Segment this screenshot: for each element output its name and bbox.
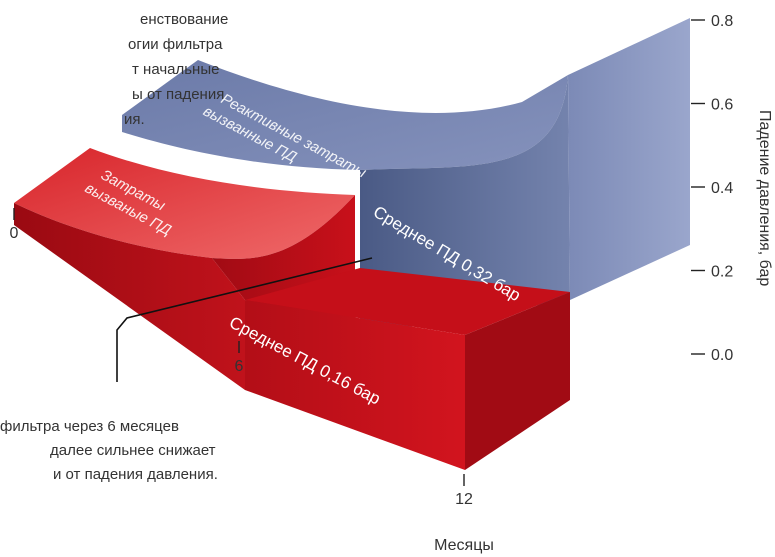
blue-area-front-face <box>360 75 570 335</box>
blue-area-back-wall <box>568 18 690 300</box>
annotation-top: енствование огии фильтра т начальные ы о… <box>124 11 232 128</box>
y-tick-label-2: 0.4 <box>711 180 733 197</box>
y-axis: 0.0 0.2 0.4 0.6 0.8 Падение давления, бар <box>691 13 773 364</box>
callout-leader-line <box>116 257 373 382</box>
red-area-left-face <box>14 203 245 390</box>
y-tick-label-4: 0.8 <box>711 13 733 30</box>
x-tick-label-1: 6 <box>235 358 244 375</box>
x-axis-title: Месяцы <box>434 537 494 554</box>
x-axis: 0 6 12 Месяцы <box>10 208 494 554</box>
red-area-second-top <box>245 268 570 335</box>
annotation-bottom: фильтра через 6 месяцев далее сильнее сн… <box>0 418 220 483</box>
y-axis-title: Падение давления, бар <box>756 110 773 286</box>
y-tick-label-0: 0.0 <box>711 347 733 364</box>
x-tick-label-2: 12 <box>455 491 473 508</box>
y-tick-label-1: 0.2 <box>711 264 733 281</box>
blue-area-top-surface <box>122 60 568 170</box>
x-tick-label-0: 0 <box>10 225 19 242</box>
red-area-top-surface <box>14 148 355 259</box>
red-area-front-face <box>245 300 465 470</box>
red-area-right-face <box>465 292 570 470</box>
y-tick-label-3: 0.6 <box>711 97 733 114</box>
